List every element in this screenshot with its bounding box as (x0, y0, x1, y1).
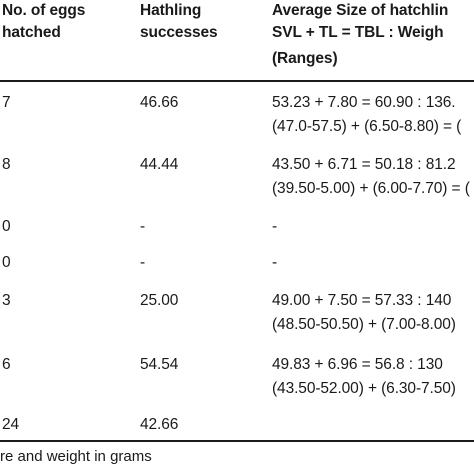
success-cell: 46.66 (140, 94, 179, 111)
header-eggs-line1: No. of eggs (2, 2, 86, 19)
success-cell: - (140, 254, 146, 271)
header-rule (0, 80, 474, 82)
header-success-line2: successes (140, 24, 218, 41)
size-cell-line1: - (272, 218, 278, 235)
header-eggs-line2: hatched (2, 24, 61, 41)
table-footnote: re and weight in grams (0, 448, 152, 465)
success-cell: 44.44 (140, 156, 179, 173)
eggs-cell: 8 (2, 156, 11, 173)
size-cell-line2: (47.0-57.5) + (6.50-8.80) = ( (272, 118, 462, 135)
header-success-line1: Hathling (140, 2, 202, 19)
eggs-cell: 24 (2, 416, 20, 433)
header-size-line2: SVL + TL = TBL : Weigh (272, 24, 444, 41)
header-size-line1: Average Size of hatchlin (272, 2, 449, 19)
success-cell: 25.00 (140, 292, 179, 309)
success-cell: - (140, 218, 146, 235)
size-cell-line1: 49.83 + 6.96 = 56.8 : 130 (272, 356, 443, 373)
bottom-rule (0, 440, 474, 442)
size-cell-line1: - (272, 254, 278, 271)
eggs-cell: 0 (2, 254, 11, 271)
eggs-cell: 7 (2, 94, 11, 111)
eggs-cell: 0 (2, 218, 11, 235)
size-cell-line1: 49.00 + 7.50 = 57.33 : 140 (272, 292, 452, 309)
success-cell: 42.66 (140, 416, 179, 433)
size-cell-line2: (48.50-50.50) + (7.00-8.00) (272, 316, 456, 333)
size-cell-line1: 53.23 + 7.80 = 60.90 : 136. (272, 94, 456, 111)
size-cell-line2: (39.50-5.00) + (6.00-7.70) = ( (272, 180, 470, 197)
size-cell-line2: (43.50-52.00) + (6.30-7.50) (272, 380, 456, 397)
size-cell-line1: 43.50 + 6.71 = 50.18 : 81.2 (272, 156, 456, 173)
header-size-line3: (Ranges) (272, 50, 338, 67)
eggs-cell: 6 (2, 356, 11, 373)
success-cell: 54.54 (140, 356, 179, 373)
eggs-cell: 3 (2, 292, 11, 309)
